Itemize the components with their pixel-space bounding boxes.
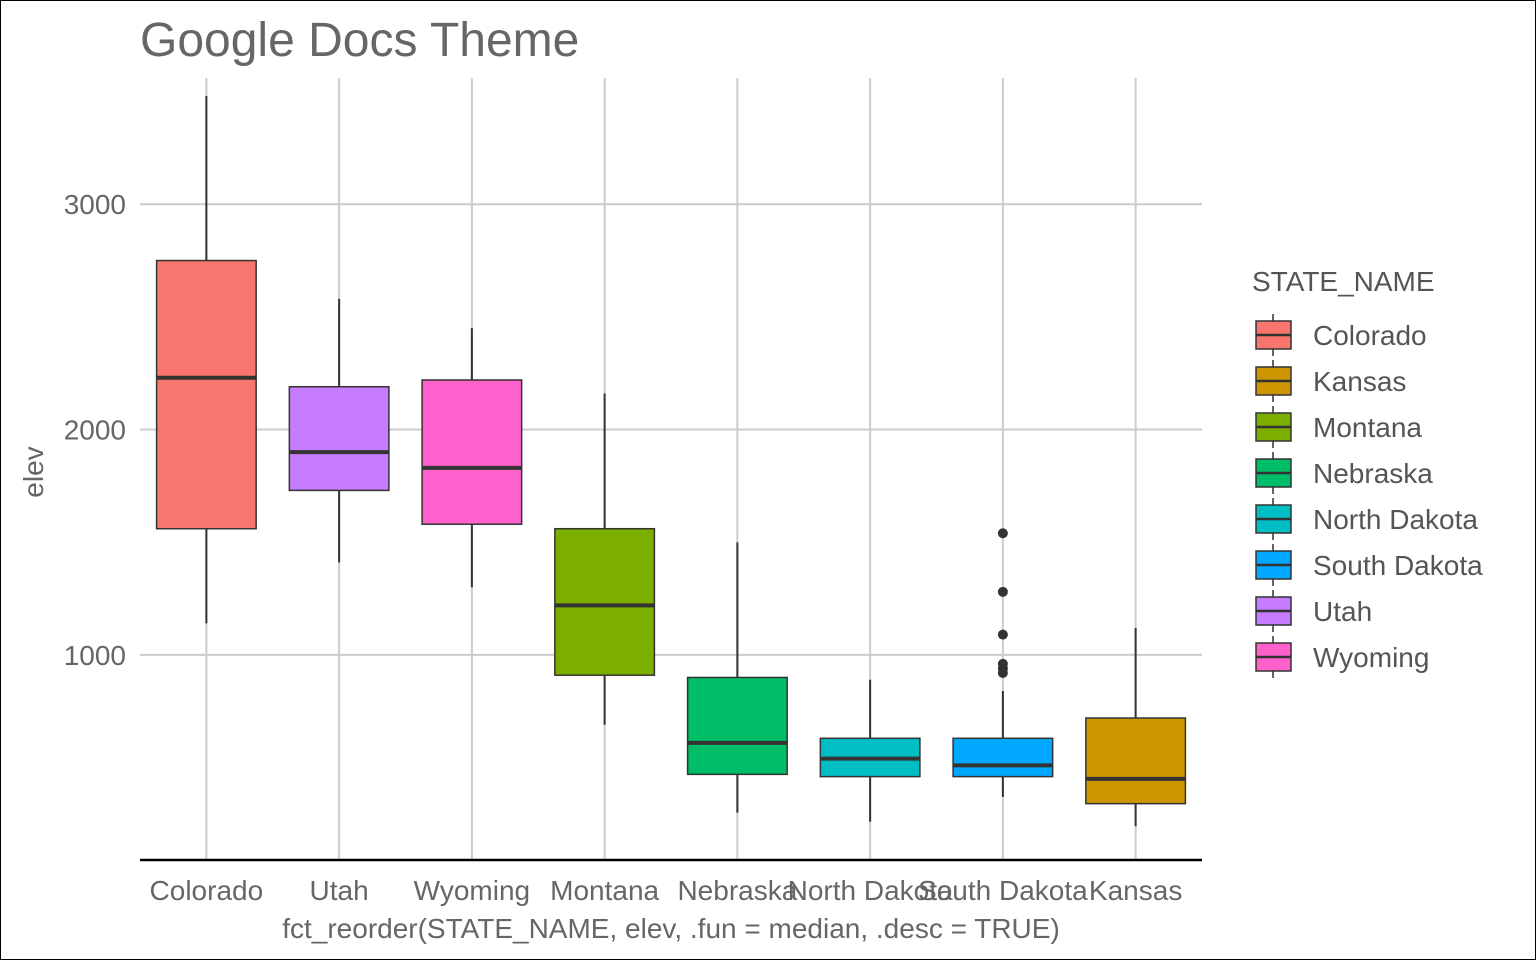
box-body <box>421 379 523 525</box>
box-body <box>1085 717 1187 805</box>
x-tick-label: Colorado <box>150 875 264 906</box>
box-body <box>155 259 257 530</box>
legend-label: Colorado <box>1313 320 1427 351</box>
legend-label: South Dakota <box>1313 550 1483 581</box>
x-tick-label: Utah <box>310 875 369 906</box>
legend-label: Montana <box>1313 412 1422 443</box>
legend-item-colorado: Colorado <box>1255 314 1427 356</box>
x-tick-labels: Colorado Utah Wyoming Montana NebraskaNorth … <box>150 875 1183 906</box>
box-north-dakota <box>819 679 921 822</box>
box-body <box>554 527 656 676</box>
legend-title: STATE_NAME <box>1252 266 1435 297</box>
legend-item-south-dakota: South Dakota <box>1255 544 1483 586</box>
x-tick-label: Kansas <box>1089 875 1182 906</box>
box-south-dakota <box>952 528 1054 797</box>
legend-item-kansas: Kansas <box>1255 360 1406 402</box>
x-tick-label: Montana <box>550 875 659 906</box>
legend-item-nebraska: Nebraska <box>1255 452 1433 494</box>
legend-label: Nebraska <box>1313 458 1433 489</box>
boxes <box>155 96 1187 827</box>
box-wyoming <box>421 328 523 588</box>
outlier-point <box>997 667 1008 678</box>
legend: Colorado Kansas Montana Nebraska North Dakot… <box>1255 314 1483 678</box>
legend-label: Wyoming <box>1313 642 1429 673</box>
box-nebraska <box>686 542 788 813</box>
legend-label: North Dakota <box>1313 504 1478 535</box>
outlier-point <box>997 586 1008 597</box>
y-tick-label: 3000 <box>64 189 126 220</box>
x-tick-label: Nebraska <box>677 875 797 906</box>
box-kansas <box>1085 627 1187 827</box>
box-montana <box>554 393 656 725</box>
legend-item-utah: Utah <box>1255 590 1372 632</box>
x-tick-label: Wyoming <box>414 875 530 906</box>
legend-label: Kansas <box>1313 366 1406 397</box>
legend-item-wyoming: Wyoming <box>1255 636 1429 678</box>
outlier-point <box>997 528 1008 539</box>
y-tick-label: 1000 <box>64 640 126 671</box>
y-tick-labels: 1000 2000 3000 <box>64 189 126 671</box>
legend-item-montana: Montana <box>1255 406 1422 448</box>
legend-item-north-dakota: North Dakota <box>1255 498 1478 540</box>
outlier-point <box>997 629 1008 640</box>
y-tick-label: 2000 <box>64 415 126 446</box>
box-body <box>686 676 788 776</box>
box-body <box>952 737 1054 778</box>
box-body <box>288 385 390 492</box>
x-tick-label: North Dakota <box>788 875 953 906</box>
legend-label: Utah <box>1313 596 1372 627</box>
x-axis-title: fct_reorder(STATE_NAME, elev, .fun = med… <box>282 913 1060 944</box>
y-axis-title: elev <box>18 446 49 497</box>
chart-title: Google Docs Theme <box>140 14 579 67</box>
box-utah <box>288 298 390 563</box>
x-tick-label: South Dakota <box>918 875 1088 906</box>
box-colorado <box>155 96 257 624</box>
